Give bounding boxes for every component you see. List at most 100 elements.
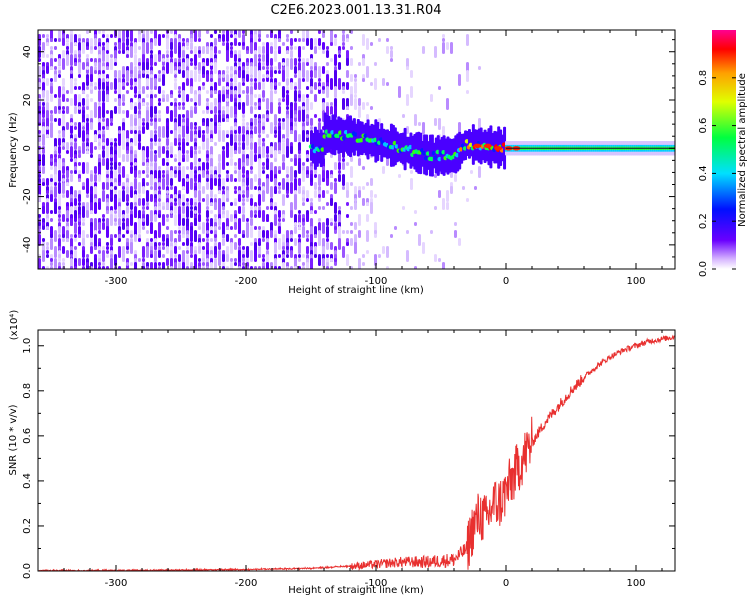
heatmap-cell (394, 226, 397, 230)
heatmap-cell (234, 186, 237, 190)
heatmap-cell (146, 146, 149, 158)
x-tick-label: 100 (626, 276, 645, 287)
heatmap-cell (202, 170, 205, 178)
heatmap-cell (234, 242, 237, 250)
heatmap-cell (334, 202, 337, 214)
heatmap-cell (250, 82, 253, 86)
heatmap-cell (302, 46, 305, 50)
heatmap-cell (186, 166, 189, 170)
heatmap-cell (90, 242, 93, 246)
heatmap-cell (330, 58, 333, 62)
heatmap-cell (290, 234, 293, 238)
heatmap-cell (146, 182, 149, 186)
heatmap-cell (158, 266, 161, 269)
heatmap-cell (274, 214, 277, 226)
heatmap-cell (218, 38, 221, 42)
heatmap-cell (226, 118, 229, 122)
heatmap-cell (158, 198, 161, 202)
heatmap-cell (234, 166, 237, 170)
heatmap-cell (114, 82, 117, 86)
heatmap-cell (230, 158, 233, 166)
heatmap-cell (62, 182, 65, 194)
heatmap-cell (278, 82, 281, 86)
heatmap-cell (66, 190, 69, 198)
heatmap-cell (166, 138, 169, 146)
heatmap-cell (182, 106, 185, 110)
heatmap-cell (242, 266, 245, 269)
heatmap-cell (254, 250, 257, 262)
heatmap-cell (242, 166, 245, 174)
heatmap-cell (166, 126, 169, 130)
heatmap-cell (46, 134, 49, 138)
heatmap-cell (198, 146, 201, 150)
heatmap-cell (42, 266, 45, 269)
heatmap-cell (110, 34, 113, 38)
heatmap-cell (306, 230, 309, 234)
heatmap-cell (374, 194, 377, 198)
heatmap-cell (202, 130, 205, 134)
heatmap-cell (46, 178, 49, 186)
heatmap-cell (142, 86, 145, 94)
heatmap-cell (234, 150, 237, 154)
heatmap-cell (174, 254, 177, 258)
heatmap-cell (194, 94, 197, 102)
heatmap-cell (226, 66, 229, 70)
heatmap-cell (250, 242, 253, 246)
heatmap-cell (162, 98, 165, 102)
heatmap-cell (278, 34, 281, 38)
heatmap-cell (186, 254, 189, 266)
heatmap-cell (242, 30, 245, 34)
heatmap-cell (222, 254, 225, 262)
heatmap-cell (282, 122, 285, 130)
heatmap-cell (150, 138, 153, 142)
heatmap-cell (58, 74, 61, 78)
heatmap-cell (250, 170, 253, 174)
heatmap-cell (242, 106, 245, 114)
heatmap-cell (218, 130, 221, 142)
heatmap-cell (134, 234, 137, 242)
heatmap-cell (62, 58, 65, 70)
heatmap-cell (62, 146, 65, 150)
heatmap-cell (102, 218, 105, 222)
heatmap-cell (138, 134, 141, 142)
heatmap-cell (218, 242, 221, 250)
heatmap-cell (422, 46, 425, 54)
heatmap-cell (238, 126, 241, 134)
heatmap-cell (58, 226, 61, 234)
heatmap-cell (134, 130, 137, 134)
heatmap-cell (226, 170, 229, 174)
heatmap-cell (242, 190, 245, 194)
heatmap-cell (162, 126, 165, 138)
heatmap-cell (126, 202, 129, 206)
heatmap-cell (126, 110, 129, 118)
heatmap-cell (146, 30, 149, 42)
heatmap-cell (282, 166, 285, 170)
heatmap-cell (290, 50, 293, 58)
heatmap-cell (250, 106, 253, 114)
heatmap-cell (182, 206, 185, 214)
heatmap-cell (158, 242, 161, 246)
heatmap-cell (242, 258, 245, 262)
heatmap-cell (258, 266, 261, 269)
heatmap-cell (114, 186, 117, 190)
heatmap-cell (82, 162, 85, 174)
heatmap-cell (326, 226, 329, 238)
heatmap-cell (78, 150, 81, 154)
heatmap-cell (194, 190, 197, 198)
heatmap-cell (302, 262, 305, 266)
heatmap-cell (218, 122, 221, 126)
heatmap-cell (74, 82, 77, 86)
heatmap-cell (358, 214, 361, 226)
heatmap-cell (266, 242, 269, 250)
heatmap-cell (86, 78, 89, 82)
heatmap-cell (42, 166, 45, 174)
heatmap-cell (366, 182, 369, 186)
heatmap-cell (178, 262, 181, 269)
heatmap-cell (214, 46, 217, 54)
heatmap-cell (170, 146, 173, 154)
heatmap-cell (218, 110, 221, 114)
heatmap-cell (242, 234, 245, 238)
heatmap-cell (326, 262, 329, 266)
heatmap-cell (326, 238, 329, 242)
heatmap-cell (102, 82, 105, 90)
